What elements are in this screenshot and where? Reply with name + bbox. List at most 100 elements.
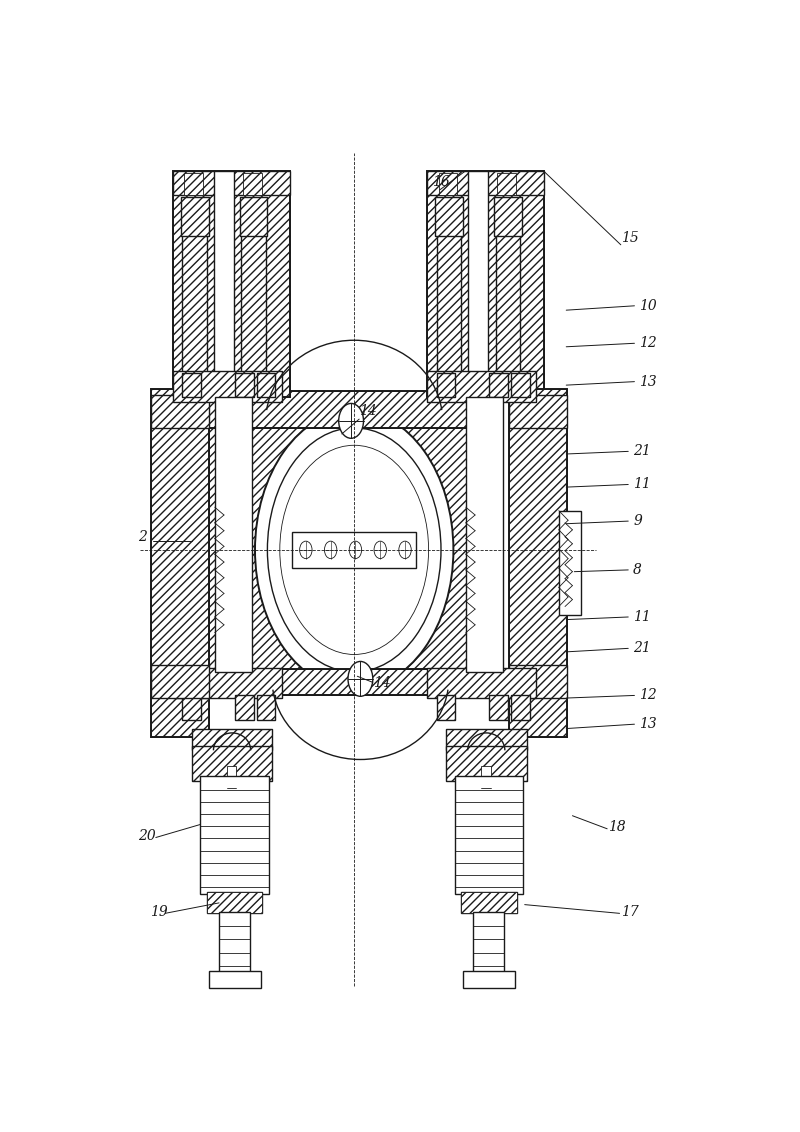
Bar <box>209 428 503 672</box>
Bar <box>495 201 520 380</box>
Bar <box>182 201 207 380</box>
Bar <box>490 695 508 720</box>
Bar <box>427 371 536 402</box>
Bar <box>182 695 201 720</box>
Bar <box>510 388 567 737</box>
Bar <box>182 197 209 237</box>
Bar <box>257 695 275 720</box>
Text: 11: 11 <box>634 610 651 624</box>
Bar <box>511 695 530 720</box>
Text: 2: 2 <box>138 530 147 544</box>
Text: 13: 13 <box>639 375 657 388</box>
Bar <box>462 971 515 988</box>
Bar <box>219 911 250 972</box>
Bar <box>494 197 522 237</box>
Bar <box>209 669 503 695</box>
Bar <box>242 201 266 380</box>
Bar <box>235 695 254 720</box>
Bar <box>427 668 536 698</box>
Text: 14: 14 <box>373 676 390 689</box>
Bar <box>242 201 266 380</box>
Bar <box>427 171 544 195</box>
Bar <box>437 201 462 380</box>
Bar <box>227 766 237 788</box>
Bar <box>240 197 267 237</box>
Circle shape <box>350 541 362 558</box>
Text: 14: 14 <box>359 404 377 418</box>
Bar <box>510 395 567 428</box>
Bar <box>209 971 261 988</box>
Circle shape <box>374 541 386 558</box>
Bar <box>510 395 567 428</box>
Bar <box>182 201 207 380</box>
Text: 21: 21 <box>634 642 651 655</box>
Text: 16: 16 <box>432 175 450 189</box>
Circle shape <box>338 403 363 438</box>
Bar <box>498 173 516 195</box>
Bar <box>438 173 457 195</box>
Circle shape <box>399 541 411 558</box>
Bar <box>151 395 209 428</box>
Text: 9: 9 <box>634 514 642 529</box>
Text: 12: 12 <box>639 336 657 350</box>
Bar <box>482 766 490 788</box>
Bar <box>243 173 262 195</box>
Bar <box>173 668 282 698</box>
Text: 11: 11 <box>634 478 651 491</box>
Circle shape <box>348 661 373 696</box>
Bar <box>192 729 272 751</box>
Bar <box>209 392 503 428</box>
Text: 8: 8 <box>634 563 642 577</box>
Bar <box>235 695 254 720</box>
Text: 13: 13 <box>639 718 657 731</box>
Bar <box>490 372 508 397</box>
Bar <box>437 695 455 720</box>
Bar <box>427 171 544 195</box>
Bar <box>257 372 275 397</box>
Bar <box>235 372 254 397</box>
Bar <box>468 171 488 397</box>
Bar <box>446 729 526 751</box>
Bar <box>437 372 455 397</box>
Text: 19: 19 <box>150 904 167 919</box>
Bar <box>206 892 262 914</box>
Bar <box>490 695 508 720</box>
Bar <box>494 197 522 237</box>
Bar <box>558 511 581 616</box>
Bar <box>192 746 272 781</box>
Text: 17: 17 <box>621 904 638 919</box>
Bar <box>435 197 462 237</box>
Bar <box>510 388 567 737</box>
Bar <box>292 532 416 568</box>
Bar <box>173 171 290 195</box>
Bar <box>437 201 462 380</box>
Bar <box>201 777 269 894</box>
Bar <box>510 664 567 698</box>
Bar <box>427 171 544 397</box>
Bar <box>214 171 234 397</box>
Bar <box>446 729 526 751</box>
Bar <box>151 388 209 737</box>
Bar <box>466 397 503 672</box>
Bar <box>192 729 272 751</box>
Bar <box>427 171 544 397</box>
Bar <box>435 197 462 237</box>
Bar <box>182 372 201 397</box>
Bar <box>182 695 201 720</box>
Bar <box>427 668 536 698</box>
Bar <box>173 171 290 397</box>
Bar <box>240 197 267 237</box>
Bar <box>511 372 530 397</box>
Bar <box>461 892 517 914</box>
Bar <box>454 777 523 894</box>
Bar <box>173 171 290 195</box>
Circle shape <box>300 541 312 558</box>
Text: 12: 12 <box>639 688 657 703</box>
Bar <box>182 197 209 237</box>
Ellipse shape <box>255 411 454 689</box>
Bar <box>209 428 503 672</box>
Bar <box>206 892 262 914</box>
Bar <box>151 664 209 698</box>
Bar <box>173 371 282 402</box>
Bar <box>214 397 252 672</box>
